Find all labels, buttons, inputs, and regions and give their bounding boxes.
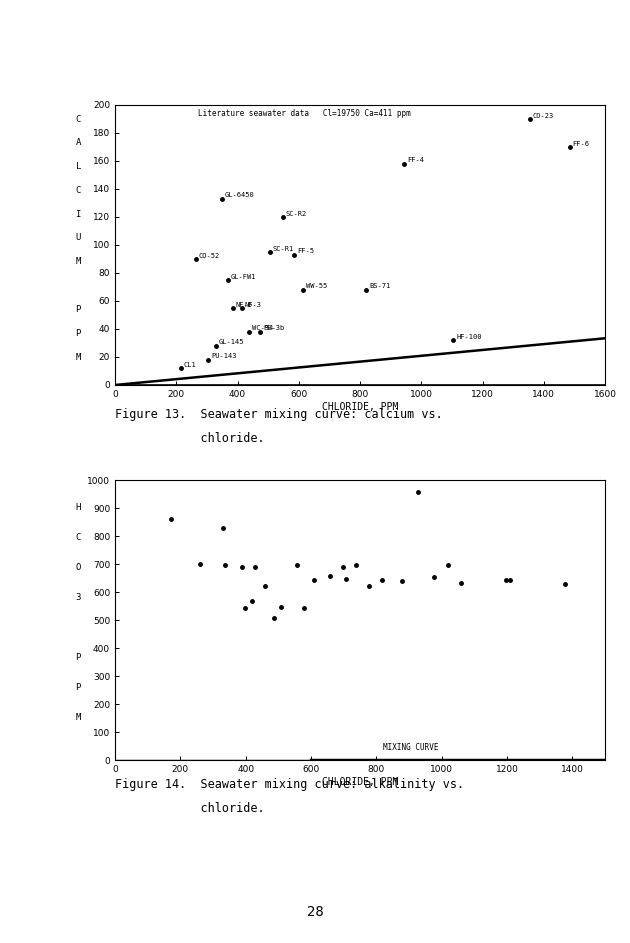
Text: SC-R1: SC-R1 <box>272 245 294 252</box>
Text: GL-6450: GL-6450 <box>224 192 254 198</box>
Text: CO-52: CO-52 <box>199 253 220 258</box>
Text: C: C <box>76 186 81 195</box>
Text: P: P <box>76 653 81 663</box>
Text: SC-R2: SC-R2 <box>285 210 307 217</box>
Text: M: M <box>76 257 81 266</box>
X-axis label: CHLORIDE, PPM: CHLORIDE, PPM <box>322 777 398 786</box>
Text: PE-3b: PE-3b <box>263 325 285 331</box>
Text: M: M <box>76 353 81 361</box>
Text: CO-23: CO-23 <box>533 112 554 119</box>
Text: M: M <box>76 714 81 722</box>
Text: NF-6: NF-6 <box>236 302 253 307</box>
Text: L: L <box>76 162 81 171</box>
Text: C: C <box>76 534 81 542</box>
Text: NF-3: NF-3 <box>245 302 262 307</box>
Text: BS-71: BS-71 <box>369 284 390 290</box>
Text: HF-100: HF-100 <box>456 334 482 339</box>
Text: C: C <box>76 114 81 124</box>
Text: WC-94: WC-94 <box>252 325 273 331</box>
Text: P: P <box>76 684 81 692</box>
Text: Figure 13.  Seawater mixing curve: calcium vs.: Figure 13. Seawater mixing curve: calciu… <box>115 408 443 421</box>
Text: MIXING CURVE: MIXING CURVE <box>383 742 438 752</box>
Text: P: P <box>76 329 81 338</box>
Text: P: P <box>76 305 81 314</box>
Text: H: H <box>76 504 81 512</box>
Text: U: U <box>76 234 81 242</box>
Text: Literature seawater data   Cl=19750 Ca=411 ppm: Literature seawater data Cl=19750 Ca=411… <box>198 109 411 118</box>
Text: I: I <box>76 209 81 219</box>
Text: 28: 28 <box>307 905 323 919</box>
Text: O: O <box>76 564 81 572</box>
X-axis label: CHLORIDE, PPM: CHLORIDE, PPM <box>322 402 398 412</box>
Text: PU-143: PU-143 <box>211 354 237 359</box>
Text: Figure 14.  Seawater mixing curve: alkalinity vs.: Figure 14. Seawater mixing curve: alkali… <box>115 778 464 791</box>
Text: A: A <box>76 139 81 147</box>
Text: CL1: CL1 <box>183 362 197 368</box>
Text: 3: 3 <box>76 593 81 603</box>
Text: FF-6: FF-6 <box>573 141 590 146</box>
Text: GL-FW1: GL-FW1 <box>231 273 256 280</box>
Text: GL-145: GL-145 <box>219 339 244 345</box>
Text: chloride.: chloride. <box>115 432 265 445</box>
Text: WW-55: WW-55 <box>306 284 328 290</box>
Text: FF-5: FF-5 <box>297 248 314 255</box>
Text: chloride.: chloride. <box>115 802 265 815</box>
Text: FF-4: FF-4 <box>407 157 424 163</box>
